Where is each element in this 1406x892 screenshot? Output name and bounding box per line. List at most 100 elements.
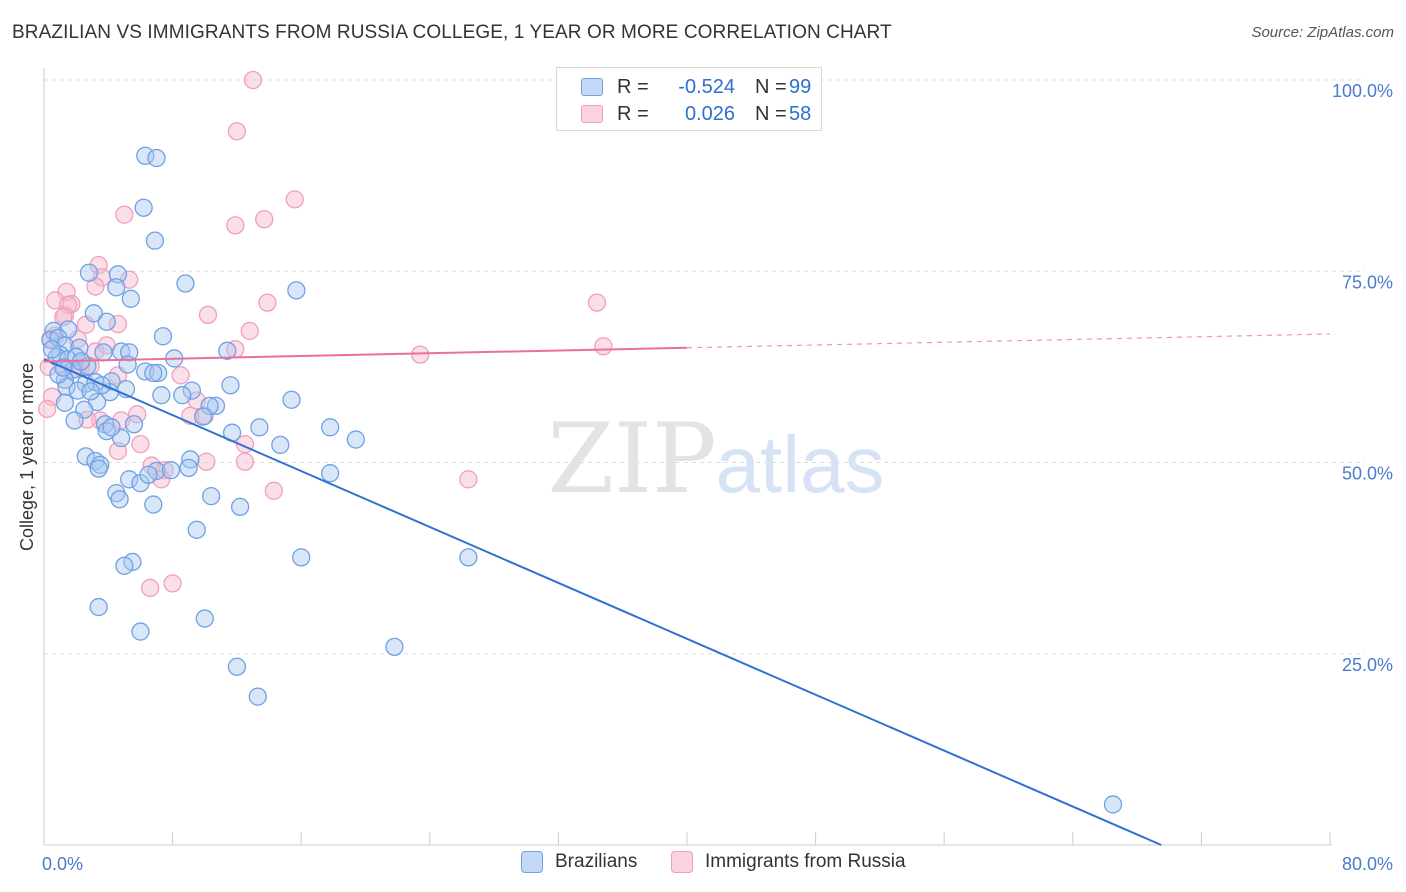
x-tick-label: 0.0% [42, 854, 83, 874]
data-point [153, 327, 173, 346]
data-point [197, 452, 216, 471]
data-point [89, 459, 108, 478]
data-point [285, 190, 304, 209]
data-point [459, 548, 478, 567]
data-point [320, 418, 340, 437]
y-tick-label: 100.0% [1332, 81, 1393, 101]
watermark-atlas: atlas [716, 420, 885, 509]
axes [43, 68, 1332, 846]
data-point [264, 481, 284, 500]
data-point [255, 210, 274, 229]
data-point [139, 465, 158, 484]
trend-line-brazilians [43, 358, 1162, 846]
data-point [202, 487, 221, 506]
data-point [173, 386, 192, 405]
data-point [65, 411, 84, 430]
data-point [68, 381, 87, 400]
data-point [79, 263, 99, 282]
legend-row-russia: R = 0.026 N = 58 [557, 101, 811, 127]
legend-r-label: R = [617, 75, 649, 98]
data-point [147, 148, 166, 168]
data-point [107, 278, 126, 297]
legend-n-value: 58 [789, 102, 812, 125]
russia-points [38, 70, 613, 598]
data-point [140, 578, 160, 598]
y-tick-label: 50.0% [1342, 464, 1393, 484]
data-point [97, 312, 116, 331]
data-point [587, 293, 607, 312]
data-point [195, 609, 214, 628]
data-point [179, 458, 198, 478]
data-point [144, 495, 163, 514]
data-point [148, 363, 168, 383]
legend-swatch-russia [581, 105, 603, 123]
data-point [131, 622, 150, 641]
data-point [271, 435, 290, 455]
legend-label-brazilians: Brazilians [555, 851, 638, 872]
data-point [248, 687, 267, 706]
legend-label-russia: Immigrants from Russia [705, 851, 906, 872]
tick-labels: 100.0% 75.0% 50.0% 25.0% 0.0% 80.0% [42, 81, 1393, 874]
data-point [320, 464, 340, 483]
legend-swatch-brazilians [581, 78, 603, 96]
data-point [115, 556, 134, 575]
data-point [176, 274, 195, 293]
grid-lines [44, 79, 1365, 655]
data-point [227, 657, 247, 676]
data-point [78, 410, 97, 429]
y-tick-label: 25.0% [1342, 655, 1393, 675]
data-point [193, 407, 213, 426]
data-point [226, 216, 245, 235]
data-point [171, 366, 190, 385]
brazilian-points [41, 146, 1123, 814]
x-tick-label: 80.0% [1342, 854, 1393, 874]
data-point [108, 314, 128, 334]
data-point [124, 415, 144, 434]
legend-row-brazilians: R = -0.524 N = 99 [557, 74, 811, 100]
data-point [385, 637, 404, 657]
legend-swatch-russia [671, 851, 693, 873]
data-point [459, 470, 478, 489]
data-point [136, 146, 155, 165]
watermark-zip: ZIP [547, 403, 716, 515]
data-point [218, 341, 237, 360]
watermark: ZIP atlas [547, 403, 884, 515]
data-point [55, 393, 75, 412]
data-point [42, 340, 62, 359]
trend-line-russia-extrapolated [686, 333, 1331, 349]
data-point [134, 198, 153, 217]
legend-n-label: N = [755, 102, 787, 125]
legend-r-value: 0.026 [684, 102, 735, 125]
data-point [230, 497, 250, 517]
data-point [240, 321, 259, 341]
data-point [110, 490, 129, 509]
legend-item-russia: Immigrants from Russia [671, 851, 906, 873]
data-point [243, 70, 263, 90]
chart-title: BRAZILIAN VS IMMIGRANTS FROM RUSSIA COLL… [12, 22, 892, 43]
data-point [250, 418, 269, 437]
data-point [287, 281, 306, 300]
data-point [198, 305, 218, 325]
data-point [346, 430, 366, 449]
data-point [94, 343, 113, 362]
legend-swatch-brazilians [521, 851, 543, 873]
data-point [594, 337, 613, 356]
data-point [182, 381, 202, 400]
data-point [76, 447, 95, 466]
source-label: Source: ZipAtlas.com [1251, 24, 1394, 41]
data-point [282, 390, 301, 409]
data-point [120, 470, 139, 489]
data-point [200, 396, 219, 416]
series-legend: Brazilians Immigrants from Russia [0, 851, 1406, 877]
y-axis-title: College, 1 year or more [17, 363, 37, 551]
correlation-legend: R = -0.524 N = 99 R = 0.026 N = 58 [556, 67, 822, 131]
data-point [81, 382, 100, 401]
data-point [89, 597, 108, 617]
legend-n-label: N = [755, 75, 787, 98]
y-tick-label: 75.0% [1342, 272, 1393, 292]
legend-n-value: 99 [789, 75, 812, 98]
data-point [38, 399, 57, 419]
data-point [84, 304, 103, 323]
data-point [115, 205, 134, 224]
